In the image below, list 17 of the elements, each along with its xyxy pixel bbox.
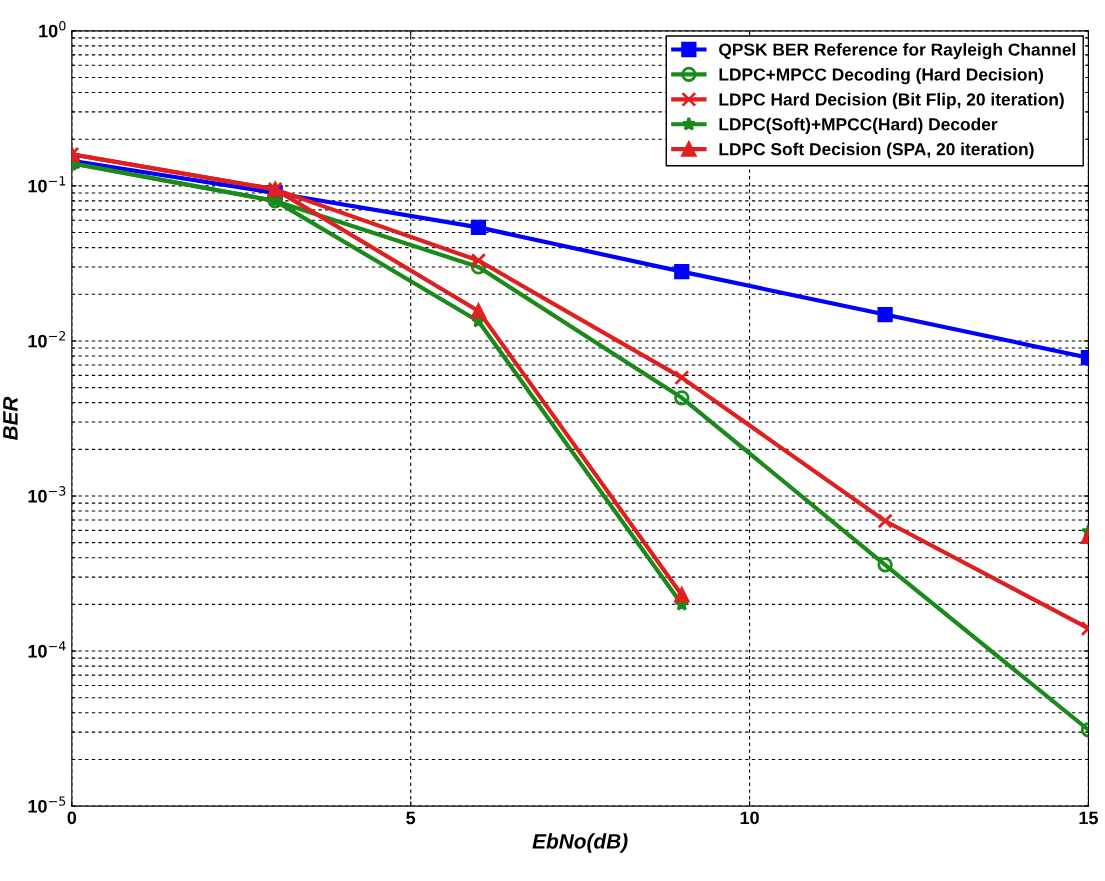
x-tick-label: 10 bbox=[740, 811, 759, 825]
legend-label: LDPC Soft Decision (SPA, 20 iteration) bbox=[719, 142, 1034, 159]
y-tick-label: 10$^{−5}$ bbox=[28, 796, 66, 813]
y-tick-label: 10$^{−4}$ bbox=[28, 641, 66, 658]
legend-label: QPSK BER Reference for Rayleigh Channel bbox=[719, 42, 1076, 60]
legend-label: LDPC+MPCC Decoding (Hard Decision) bbox=[719, 67, 1044, 85]
x-tick-label: 5 bbox=[406, 811, 416, 825]
y-tick-label: 10$^{−3}$ bbox=[28, 486, 66, 503]
y-tick-label: 10$^{0}$ bbox=[39, 20, 66, 38]
y-tick-label: 10$^{−2}$ bbox=[28, 331, 66, 348]
legend-label: LDPC Hard Decision (Bit Flip, 20 iteration) bbox=[719, 92, 1064, 110]
y-tick-label: 10$^{−1}$ bbox=[28, 176, 66, 193]
x-axis-title: EbNo(dB) bbox=[532, 833, 628, 853]
legend-label: LDPC(Soft)+MPCC(Hard) Decoder bbox=[719, 117, 998, 134]
x-tick-label: 0 bbox=[67, 811, 77, 825]
y-axis-title: BER bbox=[3, 396, 18, 441]
x-tick-label: 15 bbox=[1079, 811, 1098, 825]
